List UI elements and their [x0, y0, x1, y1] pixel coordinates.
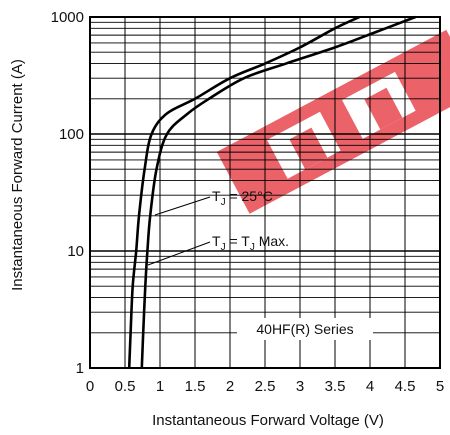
- x-tick-label: 2: [226, 378, 234, 395]
- watermark-band: [216, 29, 450, 214]
- y-tick-label: 10: [67, 243, 84, 260]
- series1-leader: [154, 196, 211, 216]
- y-tick-label: 1000: [51, 9, 84, 26]
- watermark-notch-inner: [364, 87, 403, 130]
- x-tick-label: 1: [156, 378, 164, 395]
- series-line-1: [127, 15, 361, 369]
- series2-leader: [147, 241, 211, 266]
- series-line-2: [140, 15, 416, 369]
- plot-grid: [90, 17, 440, 368]
- y-tick-labels: 1 10 100 1000: [51, 9, 84, 377]
- x-tick-label: 0: [86, 378, 94, 395]
- x-tick-labels: 0 0.5 1 1.5 2 2.5 3 3.5 4 4.5 5: [86, 378, 444, 395]
- x-axis-title: Instantaneous Forward Voltage (V): [152, 412, 384, 429]
- x-tick-label: 4.5: [395, 378, 416, 395]
- plot-frame: [89, 16, 441, 369]
- series2-label: TJ = TJ Max.: [212, 233, 289, 253]
- x-tick-label: 3.5: [325, 378, 346, 395]
- y-axis-title: Instantaneous Forward Current (A): [9, 59, 26, 291]
- curves: [127, 15, 416, 369]
- watermark-logo: [216, 29, 450, 214]
- x-tick-label: 4: [366, 378, 374, 395]
- x-tick-label: 2.5: [255, 378, 276, 395]
- model-label: 40HF(R) Series: [256, 321, 353, 337]
- series1-label: TJ = 25°C: [212, 188, 273, 208]
- x-tick-label: 1.5: [185, 378, 206, 395]
- x-tick-label: 3: [296, 378, 304, 395]
- y-tick-label: 1: [76, 360, 84, 377]
- y-tick-label: 100: [59, 126, 84, 143]
- model-label-bg: [237, 318, 373, 340]
- watermark-shape: [216, 29, 450, 214]
- x-tick-label: 0.5: [115, 378, 136, 395]
- watermark-notch-inner: [289, 127, 328, 170]
- x-tick-label: 5: [436, 378, 444, 395]
